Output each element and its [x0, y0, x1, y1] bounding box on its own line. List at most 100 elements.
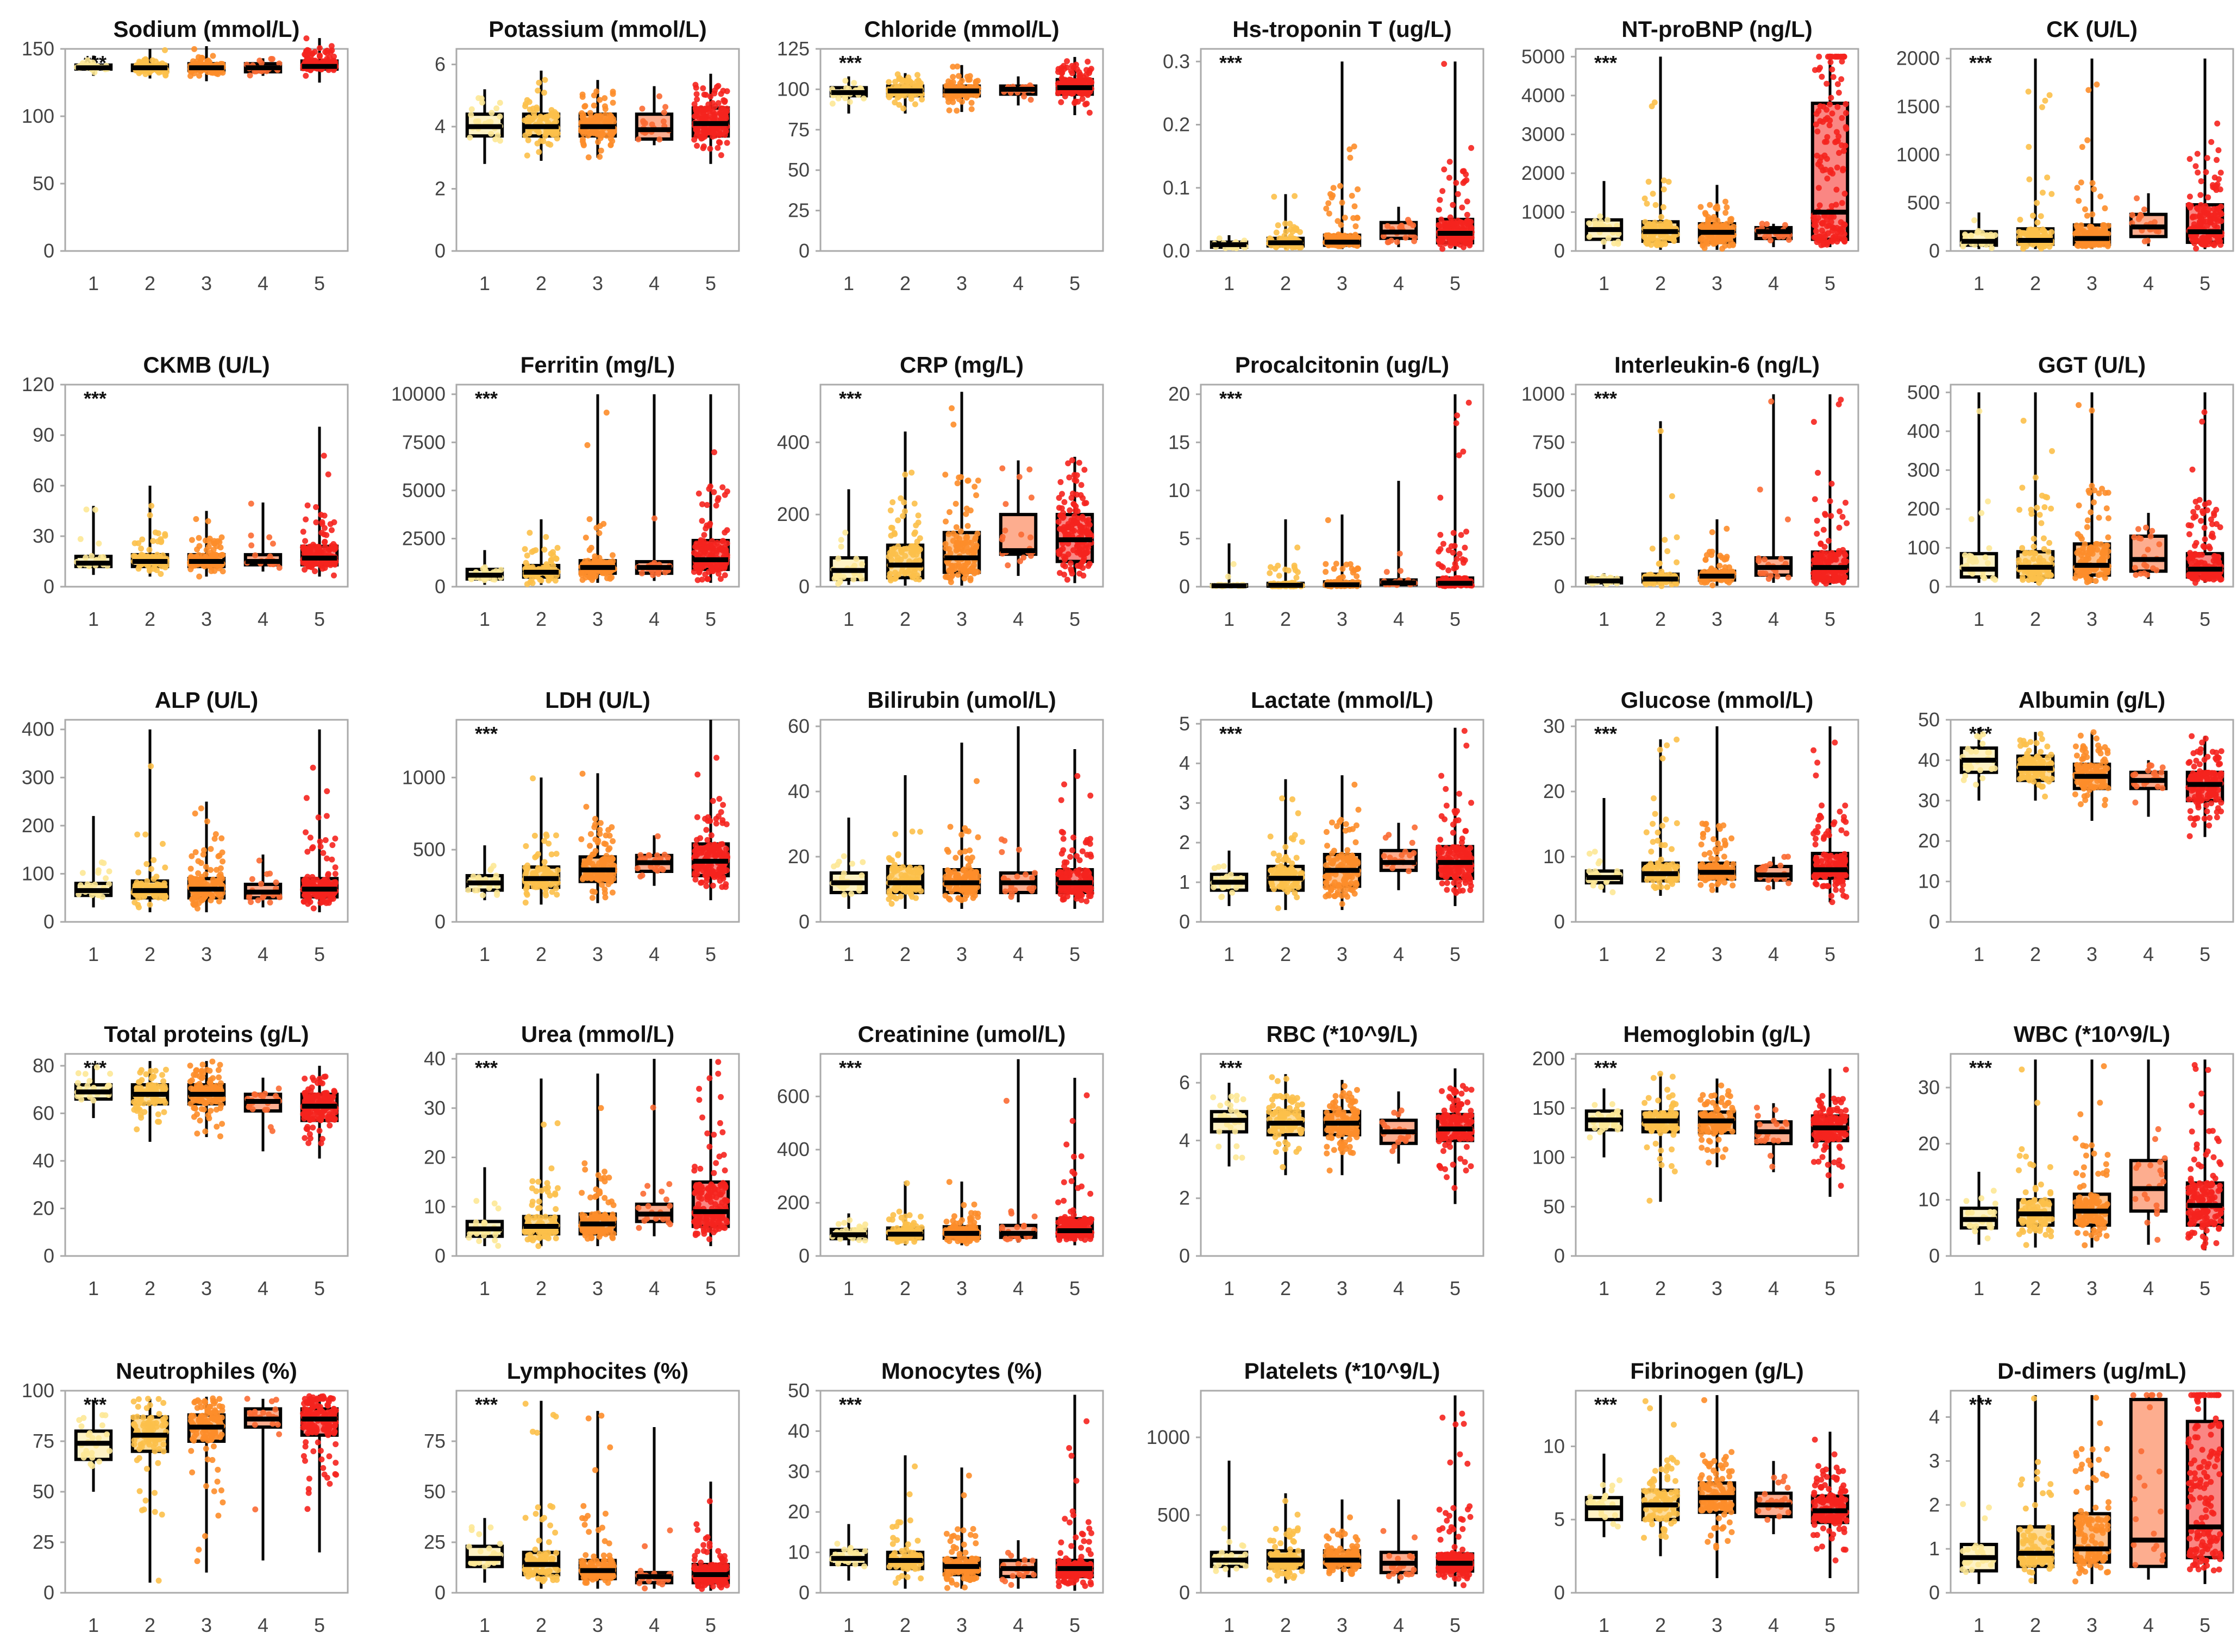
group-2: [885, 71, 925, 114]
significance-marker: ***: [839, 52, 862, 74]
data-point: [1843, 100, 1849, 107]
data-point: [715, 145, 721, 151]
data-point: [522, 546, 528, 552]
data-point: [1814, 517, 1820, 524]
data-point: [1828, 480, 1835, 487]
data-point: [1056, 526, 1063, 532]
data-point: [468, 111, 474, 118]
x-tick-label: 2: [145, 272, 155, 294]
data-point: [917, 546, 923, 552]
y-tick-label: 0: [1929, 575, 1940, 598]
y-tick-label: 0: [43, 240, 54, 262]
data-point: [322, 544, 328, 550]
data-point: [488, 110, 495, 116]
data-point: [2203, 169, 2209, 175]
data-point: [1337, 575, 1343, 581]
data-point: [1841, 575, 1847, 581]
data-point: [1707, 202, 1713, 208]
data-point: [1396, 550, 1403, 557]
data-point: [911, 569, 918, 575]
group-3: [578, 394, 617, 583]
data-point: [1834, 164, 1840, 171]
data-point: [1981, 575, 1988, 581]
x-tick-label: 2: [536, 608, 547, 630]
y-tick-label: 60: [33, 474, 54, 497]
data-point: [1724, 525, 1730, 532]
data-point: [1662, 537, 1668, 543]
data-point: [2086, 223, 2093, 230]
data-point: [321, 512, 328, 519]
group-2: [1641, 56, 1680, 250]
data-point: [1067, 560, 1074, 567]
y-tick-label: 0: [43, 575, 54, 598]
data-point: [1840, 225, 1846, 232]
data-point: [211, 568, 218, 574]
data-point: [1818, 154, 1825, 161]
data-point: [1709, 582, 1716, 588]
data-point: [1651, 99, 1658, 106]
data-point: [2084, 212, 2090, 219]
data-point: [960, 548, 966, 554]
data-point: [1813, 121, 1819, 128]
x-tick-label: 2: [900, 608, 911, 630]
data-point: [90, 59, 96, 66]
data-point: [1697, 204, 1704, 210]
data-point: [2031, 536, 2037, 542]
data-point: [248, 542, 255, 549]
data-point: [1018, 531, 1025, 538]
data-point: [693, 108, 699, 114]
data-point: [857, 573, 863, 579]
y-tick-label: 0: [435, 240, 446, 262]
data-point: [702, 105, 709, 112]
x-tick-label: 3: [2086, 272, 2097, 294]
data-point: [1816, 65, 1823, 71]
data-point: [1462, 544, 1468, 551]
y-tick-label: 0: [1554, 240, 1565, 262]
data-point: [1982, 554, 1989, 561]
data-point: [853, 556, 860, 562]
x-tick-label: 1: [479, 272, 490, 294]
data-point: [543, 533, 549, 540]
data-point: [2205, 206, 2212, 213]
data-point: [579, 114, 586, 120]
data-point: [152, 529, 159, 536]
y-tick-label: 20: [1168, 383, 1190, 405]
data-point: [2027, 228, 2033, 235]
y-tick-label: 5000: [402, 479, 446, 501]
data-point: [715, 497, 721, 504]
data-point: [328, 527, 335, 533]
data-point: [833, 573, 839, 580]
data-point: [1323, 205, 1330, 212]
data-point: [656, 136, 663, 143]
data-point: [2076, 198, 2082, 204]
data-point: [534, 140, 541, 147]
data-point: [948, 579, 954, 586]
y-tick-label: 15: [1168, 431, 1190, 453]
data-point: [1819, 227, 1825, 234]
data-point: [1455, 575, 1462, 581]
y-tick-label: 10000: [391, 383, 446, 405]
data-point: [1839, 200, 1845, 206]
data-point: [910, 551, 916, 558]
data-point: [1815, 469, 1821, 476]
y-tick-label: 90: [33, 424, 54, 446]
data-point: [2215, 218, 2221, 224]
data-point: [955, 571, 961, 578]
x-tick-label: 5: [1069, 608, 1080, 630]
data-point: [1060, 545, 1066, 552]
data-point: [1586, 220, 1593, 227]
group-5: [691, 394, 730, 583]
data-point: [691, 136, 698, 143]
group-1: [1210, 235, 1249, 252]
data-point: [216, 539, 223, 545]
data-point: [1292, 193, 1298, 199]
data-point: [1843, 499, 1849, 506]
data-point: [1080, 495, 1086, 501]
x-tick-label: 4: [1013, 272, 1024, 294]
data-point: [691, 550, 697, 556]
data-point: [193, 516, 199, 523]
data-point: [1816, 202, 1823, 209]
data-point: [313, 504, 319, 510]
data-point: [915, 512, 922, 519]
